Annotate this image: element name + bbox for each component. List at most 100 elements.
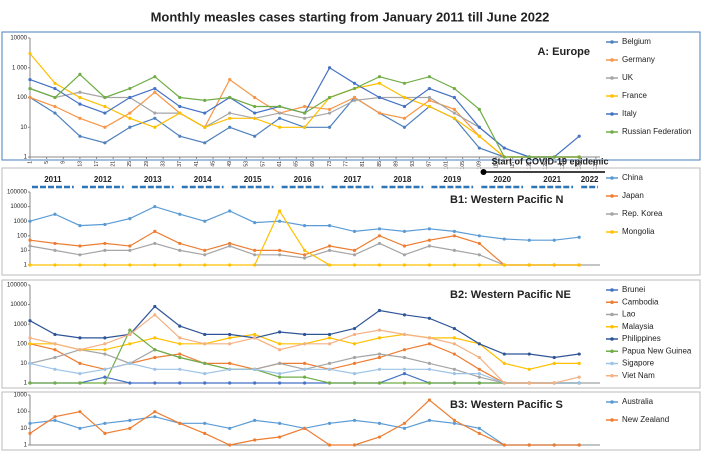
data-point bbox=[53, 111, 57, 115]
panel-frame bbox=[1, 31, 701, 161]
data-point bbox=[402, 104, 407, 109]
data-point bbox=[452, 111, 456, 115]
legend-marker bbox=[610, 418, 614, 422]
data-point bbox=[53, 415, 57, 419]
y-tick-label: 100000 bbox=[7, 190, 28, 196]
data-point bbox=[53, 342, 57, 346]
y-tick-label: 1 bbox=[24, 443, 28, 449]
data-point bbox=[28, 431, 32, 435]
data-point bbox=[228, 77, 232, 82]
data-point bbox=[178, 336, 182, 340]
legend-label: Philippines bbox=[622, 334, 661, 343]
data-point bbox=[577, 352, 581, 356]
data-point bbox=[253, 221, 257, 225]
data-point bbox=[228, 263, 232, 267]
data-point bbox=[153, 381, 157, 385]
data-point bbox=[103, 111, 107, 115]
data-point bbox=[527, 443, 531, 447]
data-point bbox=[402, 348, 407, 352]
data-point bbox=[178, 104, 182, 109]
data-point bbox=[253, 134, 257, 138]
data-point bbox=[377, 336, 382, 340]
year-label: 2021 bbox=[543, 175, 561, 184]
data-point bbox=[402, 253, 407, 257]
data-point bbox=[203, 248, 207, 252]
data-point bbox=[153, 116, 157, 120]
data-point bbox=[153, 355, 157, 360]
y-tick-label: 1000 bbox=[14, 219, 28, 225]
data-point bbox=[427, 75, 432, 79]
data-point bbox=[302, 381, 307, 385]
data-point bbox=[253, 111, 257, 115]
data-point bbox=[402, 426, 407, 430]
data-point bbox=[552, 443, 556, 447]
data-point bbox=[502, 237, 506, 241]
data-point bbox=[477, 375, 481, 379]
data-point bbox=[352, 263, 357, 267]
data-point bbox=[327, 361, 332, 365]
data-point bbox=[78, 348, 82, 352]
legend-marker bbox=[610, 112, 614, 116]
data-point bbox=[128, 342, 132, 346]
data-point bbox=[153, 111, 157, 115]
data-point bbox=[327, 248, 332, 252]
legend-label: Lao bbox=[622, 310, 636, 319]
data-point bbox=[402, 81, 407, 85]
x-tick-label: 65 bbox=[294, 161, 300, 167]
data-point bbox=[552, 381, 556, 385]
data-point bbox=[153, 336, 157, 340]
data-point bbox=[253, 438, 257, 442]
data-point bbox=[302, 111, 307, 115]
data-point bbox=[352, 253, 357, 257]
data-point bbox=[452, 95, 456, 100]
data-point bbox=[278, 435, 282, 439]
data-point bbox=[452, 342, 456, 346]
legend-label: China bbox=[622, 173, 643, 182]
data-point bbox=[178, 212, 182, 216]
data-point bbox=[278, 372, 282, 376]
data-point bbox=[103, 336, 107, 340]
y-tick-label: 100 bbox=[17, 233, 28, 239]
data-point bbox=[178, 421, 182, 425]
data-point bbox=[128, 263, 132, 267]
data-point bbox=[203, 111, 207, 115]
x-tick-label: 41 bbox=[194, 161, 200, 167]
data-point bbox=[103, 95, 107, 100]
legend-label: Malaysia bbox=[622, 322, 654, 331]
data-point bbox=[527, 155, 531, 159]
data-point bbox=[278, 253, 282, 257]
data-point bbox=[228, 443, 232, 447]
data-point bbox=[577, 155, 581, 159]
data-point bbox=[53, 263, 57, 267]
data-point bbox=[228, 209, 232, 213]
data-point bbox=[78, 72, 82, 76]
data-point bbox=[78, 336, 82, 340]
data-point bbox=[477, 426, 481, 430]
data-point bbox=[427, 398, 432, 402]
data-point bbox=[78, 95, 82, 100]
data-point bbox=[427, 227, 432, 231]
data-point bbox=[402, 332, 407, 337]
data-point bbox=[477, 342, 481, 346]
year-label: 2019 bbox=[443, 175, 461, 184]
data-point bbox=[178, 381, 182, 385]
data-point bbox=[302, 342, 307, 346]
legend-marker bbox=[610, 400, 614, 404]
data-point bbox=[103, 104, 107, 109]
data-point bbox=[377, 75, 382, 79]
data-point bbox=[203, 141, 207, 145]
x-tick-label: 57 bbox=[260, 161, 266, 167]
x-tick-label: 61 bbox=[277, 161, 283, 167]
legend-marker bbox=[610, 373, 614, 378]
data-point bbox=[53, 367, 57, 371]
data-point bbox=[153, 86, 157, 91]
data-point bbox=[477, 146, 481, 150]
data-point bbox=[53, 104, 57, 109]
x-tick-label: 117 bbox=[510, 161, 516, 169]
data-point bbox=[178, 263, 182, 267]
x-tick-label: 5 bbox=[44, 161, 50, 164]
data-point bbox=[228, 125, 232, 129]
x-tick-label: 29 bbox=[144, 161, 150, 167]
legend-label: Cambodia bbox=[622, 297, 659, 306]
data-point bbox=[327, 244, 332, 248]
